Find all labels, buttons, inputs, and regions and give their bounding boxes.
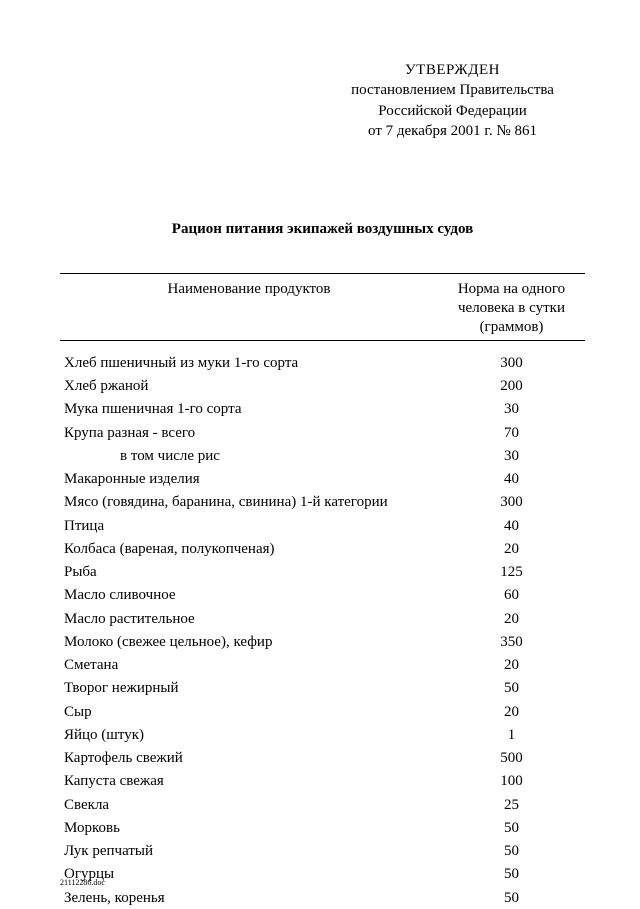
product-norm-cell: 70 bbox=[438, 421, 585, 444]
table-row: Зелень, коренья50 bbox=[60, 886, 585, 909]
table-row: Мука пшеничная 1-го сорта30 bbox=[60, 398, 585, 421]
header-product-name: Наименование продуктов bbox=[60, 274, 438, 341]
table-row: Колбаса (вареная, полукопченая)20 bbox=[60, 537, 585, 560]
table-row: Сметана20 bbox=[60, 654, 585, 677]
table-row: Хлеб ржаной200 bbox=[60, 375, 585, 398]
product-name-cell: Хлеб ржаной bbox=[60, 375, 438, 398]
approval-line-2: постановлением Правительства bbox=[320, 80, 585, 100]
table-row: Морковь50 bbox=[60, 816, 585, 839]
product-name-cell: Крупа разная - всего bbox=[60, 421, 438, 444]
product-name-cell: Яйцо (штук) bbox=[60, 723, 438, 746]
product-norm-cell: 500 bbox=[438, 747, 585, 770]
product-norm-cell: 125 bbox=[438, 561, 585, 584]
table-row: Масло сливочное60 bbox=[60, 584, 585, 607]
product-norm-cell: 30 bbox=[438, 444, 585, 467]
table-row: Картофель свежий500 bbox=[60, 747, 585, 770]
product-norm-cell: 1 bbox=[438, 723, 585, 746]
product-norm-cell: 20 bbox=[438, 700, 585, 723]
table-row: Масло растительное20 bbox=[60, 607, 585, 630]
product-name-cell: Мясо (говядина, баранина, свинина) 1-й к… bbox=[60, 491, 438, 514]
ration-table: Наименование продуктов Норма на одного ч… bbox=[60, 273, 585, 909]
product-norm-cell: 100 bbox=[438, 770, 585, 793]
table-row: Молоко (свежее цельное), кефир350 bbox=[60, 630, 585, 653]
table-row: Хлеб пшеничный из муки 1-го сорта300 bbox=[60, 351, 585, 374]
product-name-cell: Хлеб пшеничный из муки 1-го сорта bbox=[60, 351, 438, 374]
table-row: в том числе рис30 bbox=[60, 444, 585, 467]
product-name-cell: Масло сливочное bbox=[60, 584, 438, 607]
table-row: Огурцы50 bbox=[60, 863, 585, 886]
table-row: Макаронные изделия40 bbox=[60, 468, 585, 491]
product-norm-cell: 20 bbox=[438, 654, 585, 677]
product-norm-cell: 40 bbox=[438, 514, 585, 537]
product-norm-cell: 300 bbox=[438, 491, 585, 514]
document-title: Рацион питания экипажей воздушных судов bbox=[60, 221, 585, 238]
product-norm-cell: 50 bbox=[438, 886, 585, 909]
product-norm-cell: 20 bbox=[438, 537, 585, 560]
header-norm-l2: человека в сутки bbox=[458, 300, 565, 316]
product-norm-cell: 50 bbox=[438, 840, 585, 863]
product-name-cell: Рыба bbox=[60, 561, 438, 584]
table-row: Рыба125 bbox=[60, 561, 585, 584]
product-name-cell: Зелень, коренья bbox=[60, 886, 438, 909]
table-row: Капуста свежая100 bbox=[60, 770, 585, 793]
table-row: Яйцо (штук)1 bbox=[60, 723, 585, 746]
product-norm-cell: 50 bbox=[438, 863, 585, 886]
table-row: Крупа разная - всего70 bbox=[60, 421, 585, 444]
product-name-cell: Макаронные изделия bbox=[60, 468, 438, 491]
product-name-cell: Сыр bbox=[60, 700, 438, 723]
table-row: Мясо (говядина, баранина, свинина) 1-й к… bbox=[60, 491, 585, 514]
product-name-cell: Сметана bbox=[60, 654, 438, 677]
table-row: Творог нежирный50 bbox=[60, 677, 585, 700]
product-name-cell: Морковь bbox=[60, 816, 438, 839]
header-norm-l1: Норма на одного bbox=[458, 281, 565, 297]
header-norm: Норма на одного человека в сутки (граммо… bbox=[438, 274, 585, 341]
product-name-cell: Капуста свежая bbox=[60, 770, 438, 793]
footer-filename: 21112286.doc bbox=[60, 878, 105, 887]
product-name-cell: Колбаса (вареная, полукопченая) bbox=[60, 537, 438, 560]
product-norm-cell: 50 bbox=[438, 677, 585, 700]
approval-block: УТВЕРЖДЕН постановлением Правительства Р… bbox=[320, 60, 585, 141]
product-norm-cell: 200 bbox=[438, 375, 585, 398]
product-name-cell: Огурцы bbox=[60, 863, 438, 886]
product-name-cell: в том числе рис bbox=[60, 444, 438, 467]
approval-line-4: от 7 декабря 2001 г. № 861 bbox=[320, 121, 585, 141]
product-name-cell: Масло растительное bbox=[60, 607, 438, 630]
approval-line-3: Российской Федерации bbox=[320, 101, 585, 121]
product-norm-cell: 25 bbox=[438, 793, 585, 816]
header-norm-l3: (граммов) bbox=[480, 319, 544, 335]
approval-line-1: УТВЕРЖДЕН bbox=[320, 60, 585, 80]
product-norm-cell: 50 bbox=[438, 816, 585, 839]
product-name-cell: Мука пшеничная 1-го сорта bbox=[60, 398, 438, 421]
table-row: Птица40 bbox=[60, 514, 585, 537]
product-norm-cell: 40 bbox=[438, 468, 585, 491]
product-name-cell: Картофель свежий bbox=[60, 747, 438, 770]
table-row: Лук репчатый50 bbox=[60, 840, 585, 863]
product-name-cell: Творог нежирный bbox=[60, 677, 438, 700]
table-header: Наименование продуктов Норма на одного ч… bbox=[60, 274, 585, 341]
table-row: Свекла25 bbox=[60, 793, 585, 816]
document-page: УТВЕРЖДЕН постановлением Правительства Р… bbox=[0, 0, 640, 905]
product-norm-cell: 20 bbox=[438, 607, 585, 630]
product-norm-cell: 60 bbox=[438, 584, 585, 607]
product-name-cell: Молоко (свежее цельное), кефир bbox=[60, 630, 438, 653]
product-norm-cell: 300 bbox=[438, 351, 585, 374]
product-norm-cell: 30 bbox=[438, 398, 585, 421]
product-name-cell: Лук репчатый bbox=[60, 840, 438, 863]
table-row: Сыр20 bbox=[60, 700, 585, 723]
table-body: Хлеб пшеничный из муки 1-го сорта300Хлеб… bbox=[60, 341, 585, 909]
product-name-cell: Свекла bbox=[60, 793, 438, 816]
product-name-cell: Птица bbox=[60, 514, 438, 537]
product-norm-cell: 350 bbox=[438, 630, 585, 653]
